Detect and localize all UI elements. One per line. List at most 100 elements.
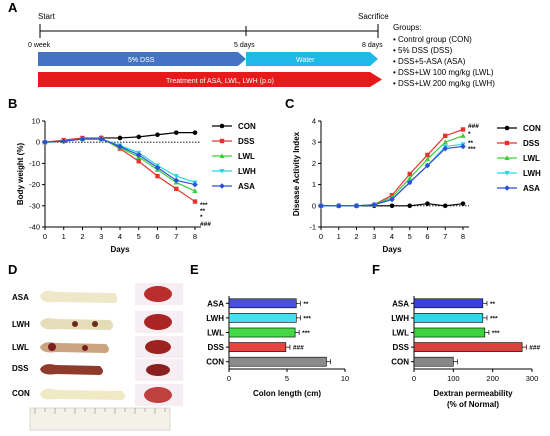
category-label: LWH bbox=[206, 314, 224, 323]
category-label: LWH bbox=[391, 314, 409, 323]
x-axis-title: Days bbox=[110, 245, 130, 254]
significance-mark: ### bbox=[529, 345, 540, 352]
treatment-bar bbox=[38, 72, 382, 87]
data-point-asa bbox=[192, 181, 198, 188]
significance-mark: ### bbox=[468, 123, 479, 130]
data-point-dss bbox=[192, 199, 198, 204]
x-tick-label: 3 bbox=[372, 232, 376, 241]
data-point-con bbox=[219, 123, 225, 129]
panel-letter-b: B bbox=[8, 96, 17, 111]
bar-dss bbox=[228, 342, 287, 352]
significance-mark: ** bbox=[468, 140, 474, 147]
significance-mark: *** bbox=[303, 315, 311, 322]
y-tick-label: -1 bbox=[309, 223, 316, 232]
data-point-asa bbox=[60, 138, 67, 144]
bar-lwl bbox=[413, 327, 486, 338]
category-label: DSS bbox=[393, 343, 410, 352]
significance-mark: * bbox=[468, 131, 471, 138]
colon-spot bbox=[48, 343, 56, 351]
data-point-con bbox=[425, 201, 430, 206]
ruler-ticks bbox=[34, 408, 166, 414]
x-tick-label: 2 bbox=[354, 232, 358, 241]
data-point-con bbox=[155, 132, 160, 138]
x-tick-label: 6 bbox=[155, 232, 159, 241]
data-point-lwl bbox=[219, 153, 225, 158]
photo-label: CON bbox=[12, 389, 30, 398]
data-point-lwh bbox=[173, 174, 179, 179]
y-tick-label: 3 bbox=[312, 138, 316, 147]
y-tick-label: -30 bbox=[29, 201, 40, 210]
x-axis-title: Dextran permeability bbox=[433, 389, 513, 398]
timeline-week0: 0 week bbox=[28, 42, 51, 49]
group-item: • 5% DSS (DSS) bbox=[393, 46, 453, 55]
significance-mark: ** bbox=[200, 208, 206, 215]
colon-spot bbox=[72, 321, 78, 327]
data-point-lwl bbox=[192, 188, 198, 193]
x-tick-label: 7 bbox=[174, 232, 178, 241]
dss-bar bbox=[38, 52, 246, 66]
dss-bar-label: 5% DSS bbox=[128, 57, 155, 64]
legend-label: LWL bbox=[238, 152, 255, 161]
y-tick-label: 0 bbox=[312, 201, 316, 210]
y-tick-label: -20 bbox=[29, 180, 40, 189]
data-point-lwl bbox=[442, 139, 448, 145]
category-label: LWL bbox=[207, 329, 224, 338]
tissue-con bbox=[144, 387, 172, 403]
colon-spot bbox=[82, 345, 88, 351]
data-point-asa bbox=[79, 136, 86, 142]
bar-lwh bbox=[413, 313, 484, 323]
data-point-dss bbox=[460, 127, 466, 132]
significance-mark: *** bbox=[490, 315, 498, 322]
x-tick-label: 5 bbox=[408, 232, 412, 241]
data-point-dss bbox=[425, 152, 430, 158]
y-tick-label: -40 bbox=[29, 223, 40, 232]
data-point-asa bbox=[460, 143, 466, 150]
panel-letter-e: E bbox=[190, 262, 199, 277]
x-tick-label: 4 bbox=[390, 232, 394, 241]
photo-label: DSS bbox=[12, 364, 29, 373]
y-tick-label: 10 bbox=[32, 117, 40, 126]
y-tick-label: 0 bbox=[36, 138, 40, 147]
data-point-con bbox=[389, 203, 395, 209]
significance-mark: *** bbox=[302, 330, 310, 337]
bar-asa bbox=[413, 298, 484, 309]
y-axis-title: Disease Activity Index bbox=[292, 131, 301, 216]
tissue-lwl bbox=[145, 340, 171, 354]
x-tick-label: 8 bbox=[461, 232, 465, 241]
data-point-con bbox=[460, 201, 466, 206]
data-point-dss bbox=[174, 186, 179, 192]
water-bar-label: Water bbox=[296, 57, 315, 64]
y-tick-label: -10 bbox=[29, 159, 40, 168]
data-point-asa bbox=[353, 203, 360, 209]
data-point-con bbox=[173, 130, 179, 135]
category-label: LWL bbox=[392, 329, 409, 338]
data-point-con bbox=[192, 130, 198, 135]
legend-label: DSS bbox=[523, 139, 540, 148]
significance-mark: ### bbox=[293, 345, 304, 352]
treatment-bar-label: Treatment of ASA, LWL, LWH (p.o) bbox=[166, 78, 274, 85]
group-item: • DSS+LW 100 mg/kg (LWL) bbox=[393, 68, 494, 77]
group-item: • Control group (CON) bbox=[393, 35, 472, 44]
legend-label: LWH bbox=[523, 169, 541, 178]
data-point-dss bbox=[443, 133, 448, 139]
data-point-asa bbox=[98, 136, 105, 142]
data-point-lwl bbox=[407, 175, 413, 181]
legend-label: CON bbox=[238, 122, 256, 131]
y-tick-label: 2 bbox=[312, 159, 316, 168]
colon-dss bbox=[40, 364, 103, 375]
data-point-asa bbox=[154, 164, 161, 171]
x-axis-title: Colon length (cm) bbox=[253, 389, 321, 398]
legend-label: CON bbox=[523, 124, 541, 133]
category-label: DSS bbox=[208, 343, 225, 352]
x-tick-label: 10 bbox=[341, 374, 349, 383]
bar-lwh bbox=[228, 313, 297, 323]
timeline-day5: 5 days bbox=[234, 42, 255, 49]
x-tick-label: 0 bbox=[43, 232, 47, 241]
y-tick-label: 1 bbox=[312, 180, 316, 189]
x-tick-label: 0 bbox=[412, 374, 416, 383]
significance-mark: ** bbox=[490, 301, 496, 308]
x-tick-label: 5 bbox=[137, 232, 141, 241]
significance-mark: *** bbox=[468, 146, 476, 153]
